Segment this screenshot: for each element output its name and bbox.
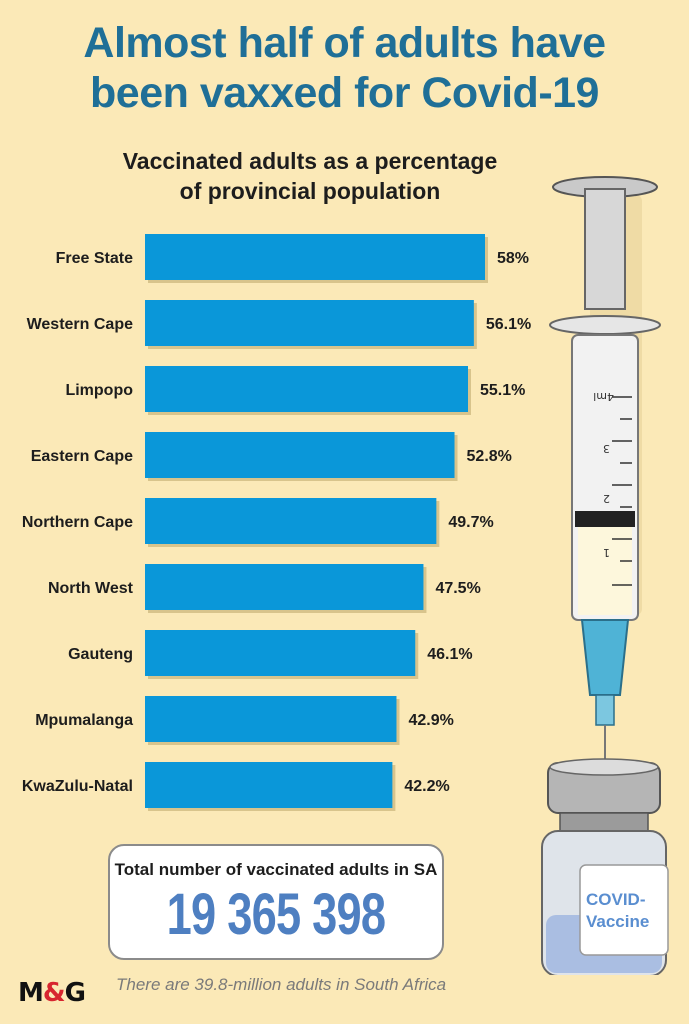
total-value: 19 365 398 <box>166 882 386 947</box>
category-label-western-cape: Western Cape <box>27 316 134 333</box>
bar-chart: Free State 58% Western Cape 56.1% Limpopo 55.… <box>22 234 531 811</box>
value-label-gauteng: 46.1% <box>427 646 472 663</box>
value-label-mpumalanga: 42.9% <box>408 712 453 729</box>
category-label-northern-cape: Northern Cape <box>22 514 133 531</box>
main-title: Almost half of adults have been vaxxed f… <box>0 18 689 118</box>
subtitle-line-1: Vaccinated adults as a percentage <box>122 148 498 174</box>
vial-label-line-2: Vaccine <box>586 912 649 931</box>
value-label-free-state: 58% <box>497 250 529 267</box>
bar-kwazulu-natal <box>145 762 393 808</box>
category-label-gauteng: Gauteng <box>68 646 133 663</box>
syringe-flange <box>549 315 661 335</box>
category-label-kwazulu-natal: KwaZulu-Natal <box>22 778 133 795</box>
bar-free-state <box>145 234 485 280</box>
plunger-seal <box>575 511 635 527</box>
category-label-eastern-cape: Eastern Cape <box>31 448 133 465</box>
bar-mpumalanga <box>145 696 397 742</box>
bar-gauteng <box>145 630 416 676</box>
syringe-mark-1: 1 <box>603 546 610 559</box>
subtitle-line-2: of provincial population <box>179 178 441 204</box>
category-label-mpumalanga: Mpumalanga <box>35 712 133 729</box>
category-label-free-state: Free State <box>56 250 133 267</box>
value-label-eastern-cape: 52.8% <box>467 448 512 465</box>
mg-logo: M&G <box>18 978 86 1008</box>
total-label: Total number of vaccinated adults in SA <box>114 860 438 879</box>
syringe-illustration: 4ml 3 2 1 COVID- Vaccine <box>541 176 669 975</box>
bar-eastern-cape <box>145 432 455 478</box>
value-label-north-west: 47.5% <box>435 580 480 597</box>
bar-limpopo <box>145 366 468 412</box>
footnote: There are 39.8-million adults in South A… <box>116 975 447 994</box>
syringe-mark-4ml: 4ml <box>593 390 614 403</box>
syringe-mark-2: 2 <box>603 492 610 505</box>
syringe-mark-3: 3 <box>603 442 610 455</box>
needle-hub <box>580 619 630 696</box>
title-line-2: been vaxxed for Covid-19 <box>90 69 599 117</box>
chart-subtitle: Vaccinated adults as a percentage of pro… <box>60 146 560 206</box>
value-label-northern-cape: 49.7% <box>448 514 493 531</box>
vial-label-line-1: COVID- <box>586 890 646 909</box>
value-label-western-cape: 56.1% <box>486 316 531 333</box>
bar-western-cape <box>145 300 474 346</box>
value-label-kwazulu-natal: 42.2% <box>404 778 449 795</box>
value-label-limpopo: 55.1% <box>480 382 525 399</box>
bar-north-west <box>145 564 424 610</box>
title-line-1: Almost half of adults have <box>83 19 606 67</box>
bar-northern-cape <box>145 498 437 544</box>
category-label-limpopo: Limpopo <box>65 382 133 399</box>
total-vaccinated-panel: Total number of vaccinated adults in SA … <box>108 844 444 960</box>
category-label-north-west: North West <box>48 580 134 597</box>
vial-label <box>579 864 669 956</box>
